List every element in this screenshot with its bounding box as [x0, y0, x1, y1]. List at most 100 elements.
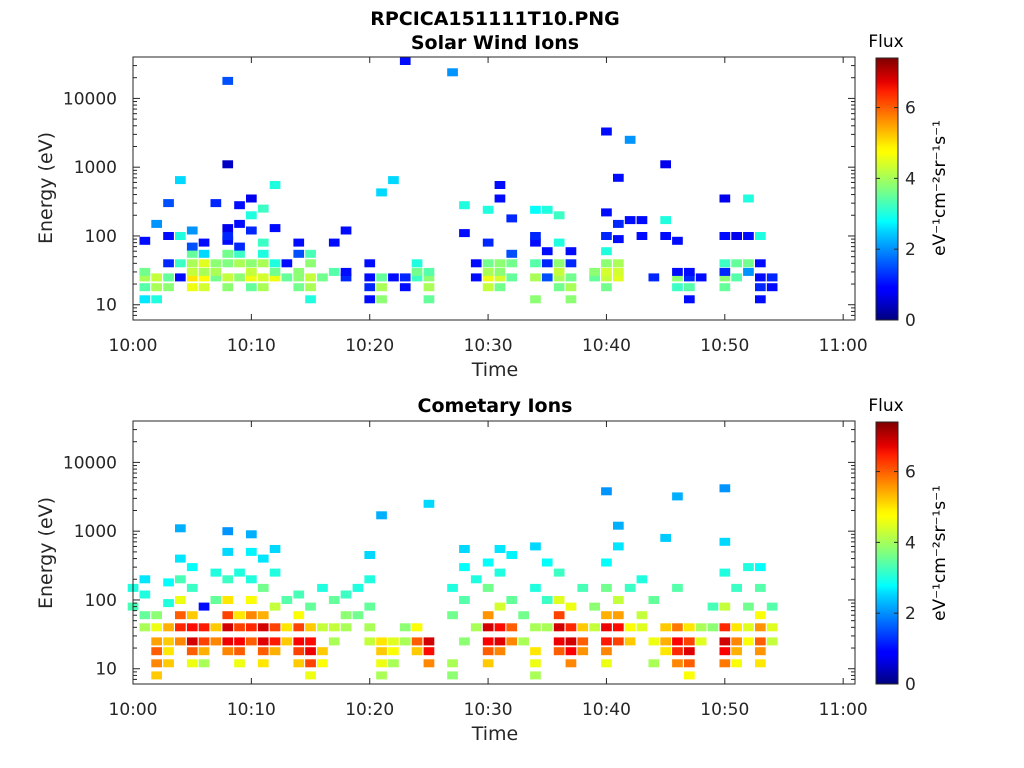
heatmap-cell [530, 259, 541, 268]
heatmap-cell [246, 283, 257, 292]
heatmap-cell [447, 611, 458, 620]
heatmap-cell [494, 283, 506, 292]
heatmap-cell [423, 499, 435, 508]
heatmap-cell [293, 273, 305, 282]
heatmap-cell [613, 596, 624, 604]
heatmap-cell [684, 671, 695, 680]
heatmap-cell [494, 181, 506, 189]
heatmap-cell [530, 295, 541, 304]
heatmap-cell [269, 181, 281, 189]
heatmap-cell [293, 611, 305, 620]
heatmap-cell [755, 611, 766, 620]
heatmap-cell [364, 283, 376, 292]
heatmap-cell [755, 283, 766, 292]
panel-axes: 10:00 10:10 10:20 10:30 10:40 10:50 11:00 10 100… [63, 420, 868, 720]
x-tick-label: 10:10 [227, 336, 276, 356]
heatmap-cell [163, 623, 174, 632]
heatmap-cell [269, 259, 281, 268]
heatmap-cell [624, 623, 636, 632]
heatmap-cell [305, 249, 316, 258]
colorbar-gradient [875, 421, 899, 685]
heatmap-cell [719, 659, 731, 668]
heatmap-cell [518, 637, 529, 646]
heatmap-cell [719, 484, 731, 493]
heatmap-cell [601, 283, 612, 292]
x-axis-label: Time [471, 723, 519, 745]
heatmap-cell [411, 637, 423, 646]
heatmap-cell [376, 295, 387, 304]
heatmap-cell [210, 259, 222, 268]
heatmap-cell [198, 249, 210, 258]
heatmap-cell [175, 596, 186, 604]
heatmap-cell [672, 637, 683, 646]
heatmap-cell [198, 273, 210, 282]
heatmap-cell [305, 602, 316, 611]
heatmap-cell [234, 242, 245, 251]
heatmap-cell [175, 273, 186, 282]
heatmap-cell [755, 659, 766, 668]
heatmap-cell [553, 596, 565, 604]
heatmap-cell [695, 637, 707, 646]
heatmap-cell [482, 659, 494, 668]
heatmap-cell [186, 273, 198, 282]
heatmap-cell [186, 226, 198, 235]
heatmap-cell [672, 659, 683, 668]
heatmap-cell [281, 623, 293, 632]
heatmap-cell [186, 259, 198, 268]
x-tick-label: 10:40 [582, 700, 631, 720]
heatmap-cell [234, 637, 245, 646]
heatmap-cell [624, 637, 636, 646]
heatmap-cell [317, 659, 328, 668]
heatmap-cell [541, 596, 553, 604]
heatmap-cell [175, 637, 186, 646]
heatmap-cell [175, 623, 186, 632]
heatmap-cell [293, 249, 305, 258]
heatmap-cell [719, 537, 731, 546]
heatmap-cell [482, 267, 494, 276]
heatmap-cell [447, 583, 458, 592]
heatmap-cell [482, 558, 494, 567]
heatmap-cell [246, 211, 257, 220]
heatmap-cell [423, 637, 435, 646]
heatmap-cell [755, 623, 766, 632]
heatmap-cell [530, 273, 541, 282]
heatmap-cell [482, 205, 494, 214]
heatmap-cell [364, 295, 376, 304]
heatmap-cell [163, 232, 174, 240]
heatmap-cell [553, 283, 565, 292]
heatmap-cell [482, 273, 494, 282]
heatmap-cell [565, 659, 577, 668]
heatmap-cell [613, 637, 624, 646]
heatmap-cell [541, 259, 553, 268]
heatmap-cell [707, 623, 719, 632]
heatmap-cell [695, 623, 707, 632]
heatmap-cell [447, 659, 458, 668]
heatmap-cell [565, 273, 577, 282]
heatmap-cell [506, 596, 518, 604]
x-tick-label: 11:00 [819, 700, 868, 720]
heatmap-cell [186, 647, 198, 656]
heatmap-cell [553, 238, 565, 247]
heatmap-cell [257, 249, 269, 258]
heatmap-cell [601, 623, 612, 632]
heatmap-cell [530, 238, 541, 247]
heatmap-cell [222, 249, 234, 258]
heatmap-cell [234, 259, 245, 268]
heatmap-cell [613, 611, 624, 620]
heatmap-cell [553, 568, 565, 577]
heatmap-cell [482, 259, 494, 268]
heatmap-cell [222, 647, 234, 656]
heatmap-cell [376, 283, 387, 292]
heatmap-cell [151, 283, 162, 292]
heatmap-cell [613, 273, 624, 282]
heatmap-cell [541, 558, 553, 567]
colorbar-title: Flux [868, 32, 903, 52]
heatmap-cell [672, 267, 683, 276]
y-axis-label: Energy (eV) [35, 497, 57, 609]
heatmap-cell [222, 623, 234, 632]
heatmap-cell [364, 259, 376, 268]
heatmap-cell [234, 659, 245, 668]
heatmap-cell [589, 273, 600, 282]
heatmap-cell [222, 547, 234, 556]
x-tick-label: 10:50 [700, 700, 749, 720]
